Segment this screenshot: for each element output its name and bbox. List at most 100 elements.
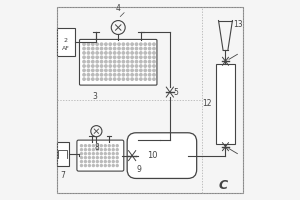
Circle shape bbox=[116, 153, 118, 155]
Circle shape bbox=[85, 149, 86, 151]
Circle shape bbox=[100, 149, 102, 151]
Circle shape bbox=[144, 52, 146, 54]
Circle shape bbox=[100, 60, 103, 63]
Circle shape bbox=[144, 47, 146, 50]
Circle shape bbox=[87, 60, 90, 63]
Circle shape bbox=[153, 60, 155, 63]
Circle shape bbox=[105, 56, 107, 58]
Circle shape bbox=[131, 52, 133, 54]
Text: 3: 3 bbox=[92, 92, 97, 101]
Circle shape bbox=[83, 56, 85, 58]
Circle shape bbox=[100, 145, 102, 147]
Circle shape bbox=[88, 149, 90, 151]
Circle shape bbox=[122, 52, 124, 54]
Circle shape bbox=[153, 78, 155, 80]
Circle shape bbox=[88, 153, 90, 155]
Circle shape bbox=[122, 56, 124, 58]
Circle shape bbox=[127, 74, 129, 76]
Circle shape bbox=[112, 149, 114, 151]
Circle shape bbox=[118, 74, 120, 76]
Circle shape bbox=[144, 56, 146, 58]
Circle shape bbox=[148, 60, 151, 63]
Circle shape bbox=[122, 47, 124, 50]
Circle shape bbox=[109, 65, 112, 67]
Circle shape bbox=[92, 153, 95, 155]
Circle shape bbox=[118, 47, 120, 50]
Circle shape bbox=[144, 65, 146, 67]
Circle shape bbox=[135, 47, 138, 50]
Circle shape bbox=[127, 78, 129, 80]
Circle shape bbox=[109, 69, 112, 72]
Circle shape bbox=[140, 74, 142, 76]
Circle shape bbox=[135, 43, 138, 45]
Circle shape bbox=[100, 69, 103, 72]
Circle shape bbox=[140, 47, 142, 50]
Circle shape bbox=[109, 78, 112, 80]
Circle shape bbox=[100, 56, 103, 58]
Circle shape bbox=[131, 56, 133, 58]
Circle shape bbox=[135, 74, 138, 76]
Circle shape bbox=[127, 69, 129, 72]
Circle shape bbox=[153, 43, 155, 45]
Circle shape bbox=[148, 56, 151, 58]
Circle shape bbox=[113, 69, 116, 72]
Circle shape bbox=[85, 165, 86, 167]
Circle shape bbox=[88, 145, 90, 147]
Circle shape bbox=[140, 78, 142, 80]
Circle shape bbox=[112, 165, 114, 167]
Circle shape bbox=[108, 157, 110, 159]
Circle shape bbox=[96, 43, 98, 45]
Circle shape bbox=[135, 52, 138, 54]
FancyBboxPatch shape bbox=[127, 133, 197, 178]
Circle shape bbox=[83, 52, 85, 54]
Circle shape bbox=[96, 52, 98, 54]
Circle shape bbox=[96, 60, 98, 63]
Circle shape bbox=[87, 65, 90, 67]
Circle shape bbox=[113, 56, 116, 58]
Circle shape bbox=[96, 145, 98, 147]
Circle shape bbox=[118, 69, 120, 72]
Circle shape bbox=[100, 165, 102, 167]
Text: 4: 4 bbox=[116, 4, 121, 13]
Circle shape bbox=[144, 60, 146, 63]
Circle shape bbox=[127, 47, 129, 50]
Circle shape bbox=[96, 78, 98, 80]
Circle shape bbox=[83, 43, 85, 45]
Circle shape bbox=[116, 149, 118, 151]
Circle shape bbox=[140, 43, 142, 45]
Circle shape bbox=[140, 65, 142, 67]
Circle shape bbox=[135, 65, 138, 67]
Circle shape bbox=[127, 56, 129, 58]
Circle shape bbox=[112, 153, 114, 155]
Circle shape bbox=[92, 47, 94, 50]
Circle shape bbox=[100, 157, 102, 159]
Circle shape bbox=[96, 65, 98, 67]
Circle shape bbox=[109, 56, 112, 58]
Circle shape bbox=[80, 157, 83, 159]
Circle shape bbox=[113, 47, 116, 50]
Circle shape bbox=[153, 47, 155, 50]
Circle shape bbox=[131, 47, 133, 50]
Circle shape bbox=[122, 60, 124, 63]
Bar bbox=[57, 28, 74, 56]
Circle shape bbox=[83, 47, 85, 50]
Circle shape bbox=[118, 78, 120, 80]
Text: 5: 5 bbox=[174, 88, 179, 97]
Circle shape bbox=[144, 69, 146, 72]
Circle shape bbox=[118, 65, 120, 67]
Text: 8: 8 bbox=[94, 143, 99, 152]
Circle shape bbox=[140, 56, 142, 58]
Circle shape bbox=[131, 65, 133, 67]
Circle shape bbox=[92, 52, 94, 54]
Circle shape bbox=[92, 56, 94, 58]
Text: 7: 7 bbox=[60, 171, 65, 180]
Circle shape bbox=[131, 69, 133, 72]
Circle shape bbox=[112, 145, 114, 147]
Circle shape bbox=[109, 74, 112, 76]
Circle shape bbox=[104, 165, 106, 167]
Circle shape bbox=[153, 65, 155, 67]
Circle shape bbox=[135, 56, 138, 58]
Text: C: C bbox=[219, 179, 228, 192]
Circle shape bbox=[105, 47, 107, 50]
Circle shape bbox=[122, 65, 124, 67]
